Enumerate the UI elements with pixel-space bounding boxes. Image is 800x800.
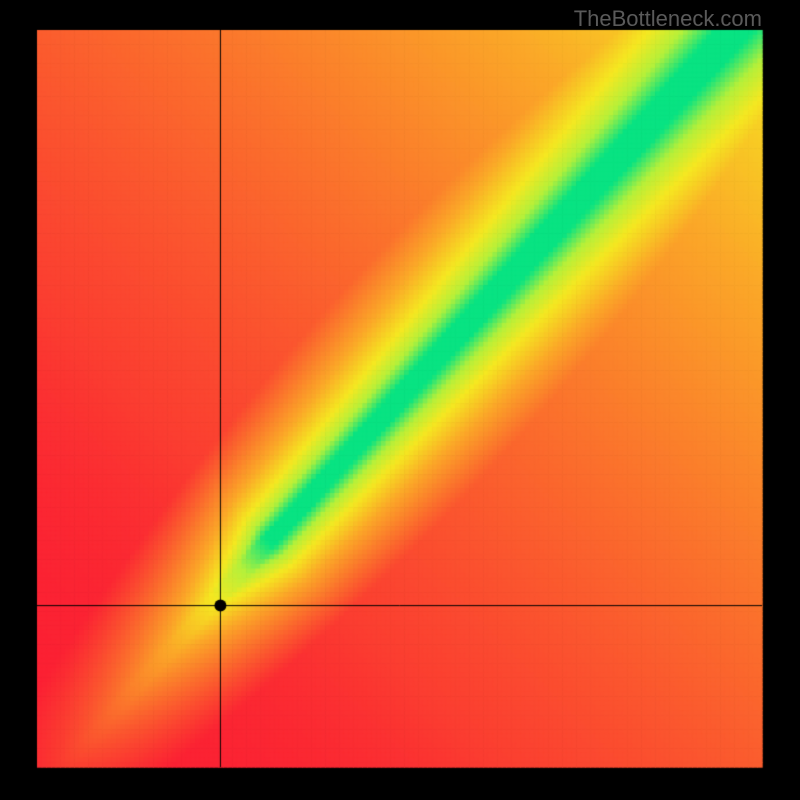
watermark-text: TheBottleneck.com — [574, 6, 762, 32]
bottleneck-heatmap — [0, 0, 800, 800]
